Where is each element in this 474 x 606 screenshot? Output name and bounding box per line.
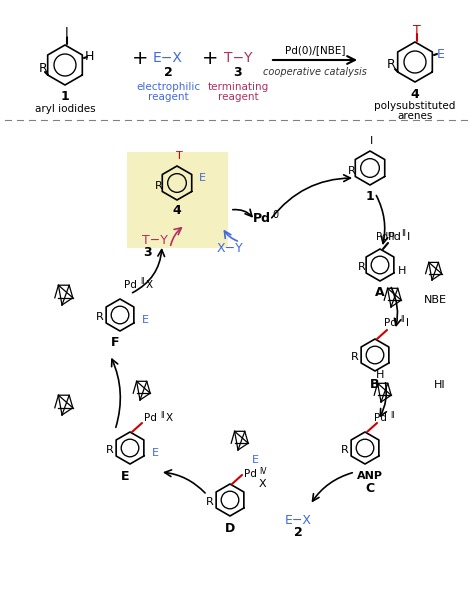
Text: Pd: Pd	[383, 318, 396, 328]
Text: II: II	[401, 230, 406, 239]
Text: H: H	[376, 370, 384, 380]
Text: D: D	[225, 522, 235, 534]
Text: F: F	[111, 336, 119, 350]
Text: E: E	[121, 470, 129, 482]
Text: terminating: terminating	[207, 82, 269, 92]
Text: Pd(0)/[NBE]: Pd(0)/[NBE]	[285, 45, 345, 55]
Text: I: I	[406, 318, 409, 328]
Text: T−Y: T−Y	[142, 233, 168, 247]
Text: I: I	[65, 27, 69, 39]
Text: Pd: Pd	[374, 413, 386, 423]
Text: 2: 2	[164, 67, 173, 79]
Text: 2: 2	[293, 525, 302, 539]
Text: IV: IV	[259, 467, 266, 476]
Text: +: +	[202, 48, 218, 67]
Text: E: E	[252, 455, 258, 465]
Text: E−X: E−X	[284, 513, 311, 527]
Text: ANP: ANP	[357, 471, 383, 481]
Text: I: I	[407, 232, 410, 242]
Text: E−X: E−X	[153, 51, 183, 65]
Text: X: X	[166, 413, 173, 423]
Text: R: R	[106, 445, 114, 455]
Text: H: H	[84, 50, 94, 64]
Text: 3: 3	[234, 67, 242, 79]
Text: R: R	[206, 497, 214, 507]
Text: Pd: Pd	[253, 211, 271, 224]
Text: R: R	[341, 445, 349, 455]
Text: electrophilic: electrophilic	[136, 82, 200, 92]
Text: T: T	[413, 24, 421, 36]
Text: reagent: reagent	[218, 92, 258, 102]
Text: T: T	[176, 151, 182, 161]
Text: cooperative catalysis: cooperative catalysis	[263, 67, 367, 77]
Text: Pd: Pd	[388, 232, 402, 242]
Text: 4: 4	[173, 204, 182, 218]
Text: II: II	[400, 316, 404, 324]
Text: H: H	[398, 266, 406, 276]
Text: arenes: arenes	[397, 111, 433, 121]
Text: R: R	[155, 181, 163, 191]
Text: E: E	[152, 448, 158, 458]
Text: NBE: NBE	[423, 295, 447, 305]
Text: R: R	[96, 312, 104, 322]
Text: A: A	[375, 287, 385, 299]
Text: II: II	[390, 410, 394, 419]
Text: R: R	[38, 61, 47, 75]
FancyBboxPatch shape	[127, 152, 228, 248]
Text: I: I	[370, 136, 374, 146]
Text: II: II	[160, 410, 164, 419]
Text: E: E	[437, 47, 445, 61]
Text: 1: 1	[61, 90, 69, 104]
Text: X: X	[146, 280, 153, 290]
Text: II: II	[140, 278, 145, 287]
Text: Pd: Pd	[244, 469, 256, 479]
Text: HI: HI	[434, 380, 446, 390]
Text: aryl iodides: aryl iodides	[35, 104, 95, 114]
Text: C: C	[365, 482, 374, 494]
Text: R: R	[348, 166, 356, 176]
Text: 0: 0	[272, 210, 278, 220]
Text: reagent: reagent	[148, 92, 188, 102]
Text: X−Y: X−Y	[217, 242, 243, 255]
Text: E: E	[142, 315, 148, 325]
Text: 1: 1	[365, 190, 374, 202]
Text: polysubstituted: polysubstituted	[374, 101, 456, 111]
Text: Pd: Pd	[144, 413, 156, 423]
Text: Pd: Pd	[124, 280, 137, 290]
Text: R: R	[351, 352, 359, 362]
Text: R: R	[387, 59, 395, 72]
Text: E: E	[199, 173, 206, 183]
Text: +: +	[132, 48, 148, 67]
Text: 3: 3	[144, 245, 152, 259]
Text: PdᴵᴵI: PdᴵᴵI	[376, 232, 394, 242]
Text: R: R	[358, 262, 366, 272]
Text: 4: 4	[410, 87, 419, 101]
Text: T−Y: T−Y	[224, 51, 252, 65]
Text: X: X	[258, 479, 266, 489]
Text: B: B	[370, 379, 380, 391]
